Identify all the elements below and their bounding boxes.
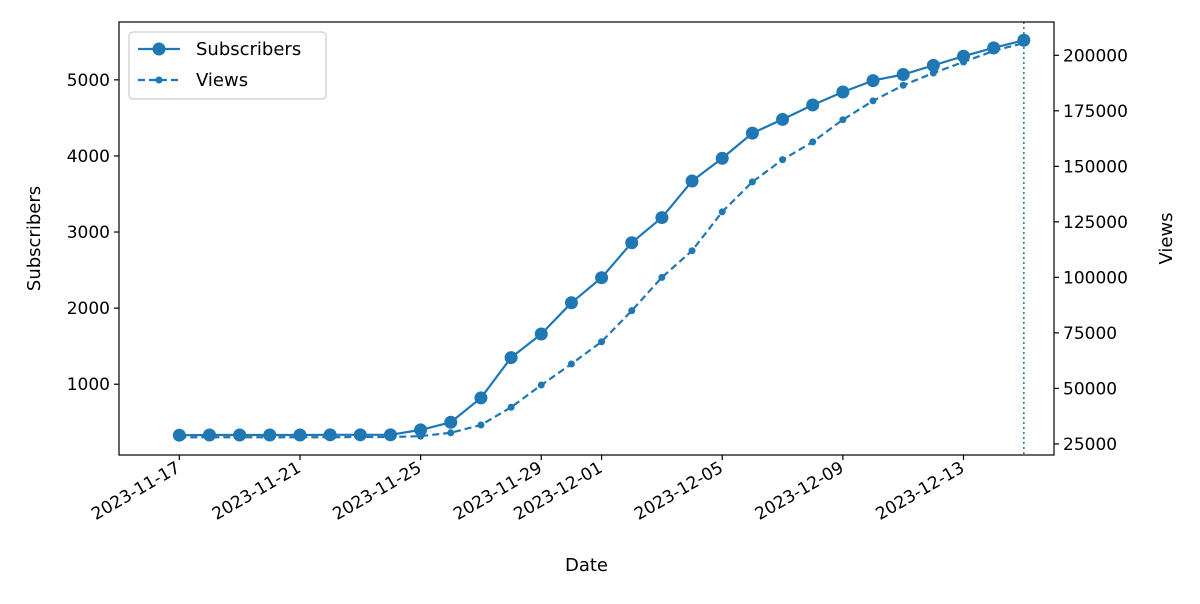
data-point-views xyxy=(748,178,756,186)
data-point-views xyxy=(386,433,394,441)
data-point-subscribers xyxy=(926,58,940,72)
data-point-views xyxy=(447,429,455,437)
data-point-subscribers xyxy=(534,327,548,341)
data-point-views xyxy=(296,433,304,441)
data-point-views xyxy=(869,97,877,105)
data-point-views xyxy=(477,421,485,429)
legend-label: Subscribers xyxy=(196,39,301,60)
data-point-subscribers xyxy=(504,351,518,365)
x-tick-label: 2023-11-21 xyxy=(209,458,305,525)
data-point-views xyxy=(266,433,274,441)
data-point-subscribers xyxy=(745,126,759,140)
data-point-views xyxy=(960,58,968,66)
y-left-tick-label: 1000 xyxy=(67,375,110,395)
y-right-axis-label: Views xyxy=(1156,212,1177,264)
legend-entry-views: Views xyxy=(138,70,248,91)
y-right-tick-label: 75000 xyxy=(1063,324,1117,344)
data-point-subscribers xyxy=(414,423,428,437)
data-point-views xyxy=(929,69,937,77)
y-left-tick-label: 3000 xyxy=(67,223,110,243)
x-tick-label: 2023-11-25 xyxy=(330,458,426,525)
data-point-subscribers xyxy=(595,271,609,285)
data-point-views xyxy=(839,116,847,124)
data-point-views xyxy=(417,432,425,440)
data-point-subscribers xyxy=(685,174,699,188)
data-point-subscribers xyxy=(564,296,578,310)
data-point-views xyxy=(718,208,726,216)
legend-marker xyxy=(155,76,163,84)
legend: Subscribers Views xyxy=(128,31,327,100)
data-point-views xyxy=(598,338,606,346)
data-point-subscribers xyxy=(444,415,458,429)
data-point-views xyxy=(236,433,244,441)
plot-layer xyxy=(172,22,1031,455)
y-right-tick-label: 175000 xyxy=(1063,102,1128,122)
data-point-subscribers xyxy=(957,49,971,63)
legend-marker xyxy=(152,42,166,56)
plot-frame xyxy=(118,21,1055,456)
x-tick-label: 2023-12-09 xyxy=(752,458,848,525)
y-left-tick-label: 4000 xyxy=(67,147,110,167)
x-tick-label: 2023-12-05 xyxy=(631,458,727,525)
data-point-views xyxy=(175,433,183,441)
x-tick-label: 2023-11-17 xyxy=(88,458,184,525)
data-point-views xyxy=(809,138,817,146)
y-right-tick-label: 150000 xyxy=(1063,157,1128,177)
data-point-views xyxy=(899,81,907,89)
data-point-subscribers xyxy=(896,68,910,82)
x-tick-label: 2023-12-13 xyxy=(872,458,968,525)
data-point-subscribers xyxy=(806,98,820,112)
data-point-views xyxy=(628,307,636,315)
data-point-views xyxy=(990,47,998,55)
x-axis-label: Date xyxy=(565,555,608,576)
data-point-subscribers xyxy=(715,151,729,165)
series-views xyxy=(175,39,1028,441)
y-right-tick-label: 100000 xyxy=(1063,268,1128,288)
data-point-views xyxy=(326,433,334,441)
y-left-tick-label: 5000 xyxy=(67,71,110,91)
data-point-subscribers xyxy=(474,391,488,405)
y-right-tick-label: 125000 xyxy=(1063,213,1128,233)
data-point-subscribers xyxy=(866,74,880,88)
y-right-tick-label: 25000 xyxy=(1063,435,1117,455)
data-point-views xyxy=(779,156,787,164)
legend-entry-subscribers: Subscribers xyxy=(138,39,301,60)
data-point-views xyxy=(537,381,545,389)
axes-layer: 2023-11-17 2023-11-21 2023-11-25 2023-11-29… xyxy=(24,21,1177,576)
y-left-tick-label: 2000 xyxy=(67,299,110,319)
y-right-tick-label: 50000 xyxy=(1063,379,1117,399)
data-point-views xyxy=(507,403,515,411)
data-point-views xyxy=(688,247,696,255)
data-point-subscribers xyxy=(625,236,639,250)
y-right-tick-label: 200000 xyxy=(1063,46,1128,66)
data-point-views xyxy=(205,433,213,441)
data-point-subscribers xyxy=(655,211,669,225)
legend-label: Views xyxy=(196,70,248,91)
data-point-subscribers xyxy=(836,85,850,99)
data-point-views xyxy=(658,273,666,281)
series-line-views xyxy=(179,42,1025,439)
y-left-axis-label: Subscribers xyxy=(24,186,45,291)
data-point-views xyxy=(567,360,575,368)
data-point-subscribers xyxy=(776,112,790,126)
data-point-views xyxy=(356,433,364,441)
